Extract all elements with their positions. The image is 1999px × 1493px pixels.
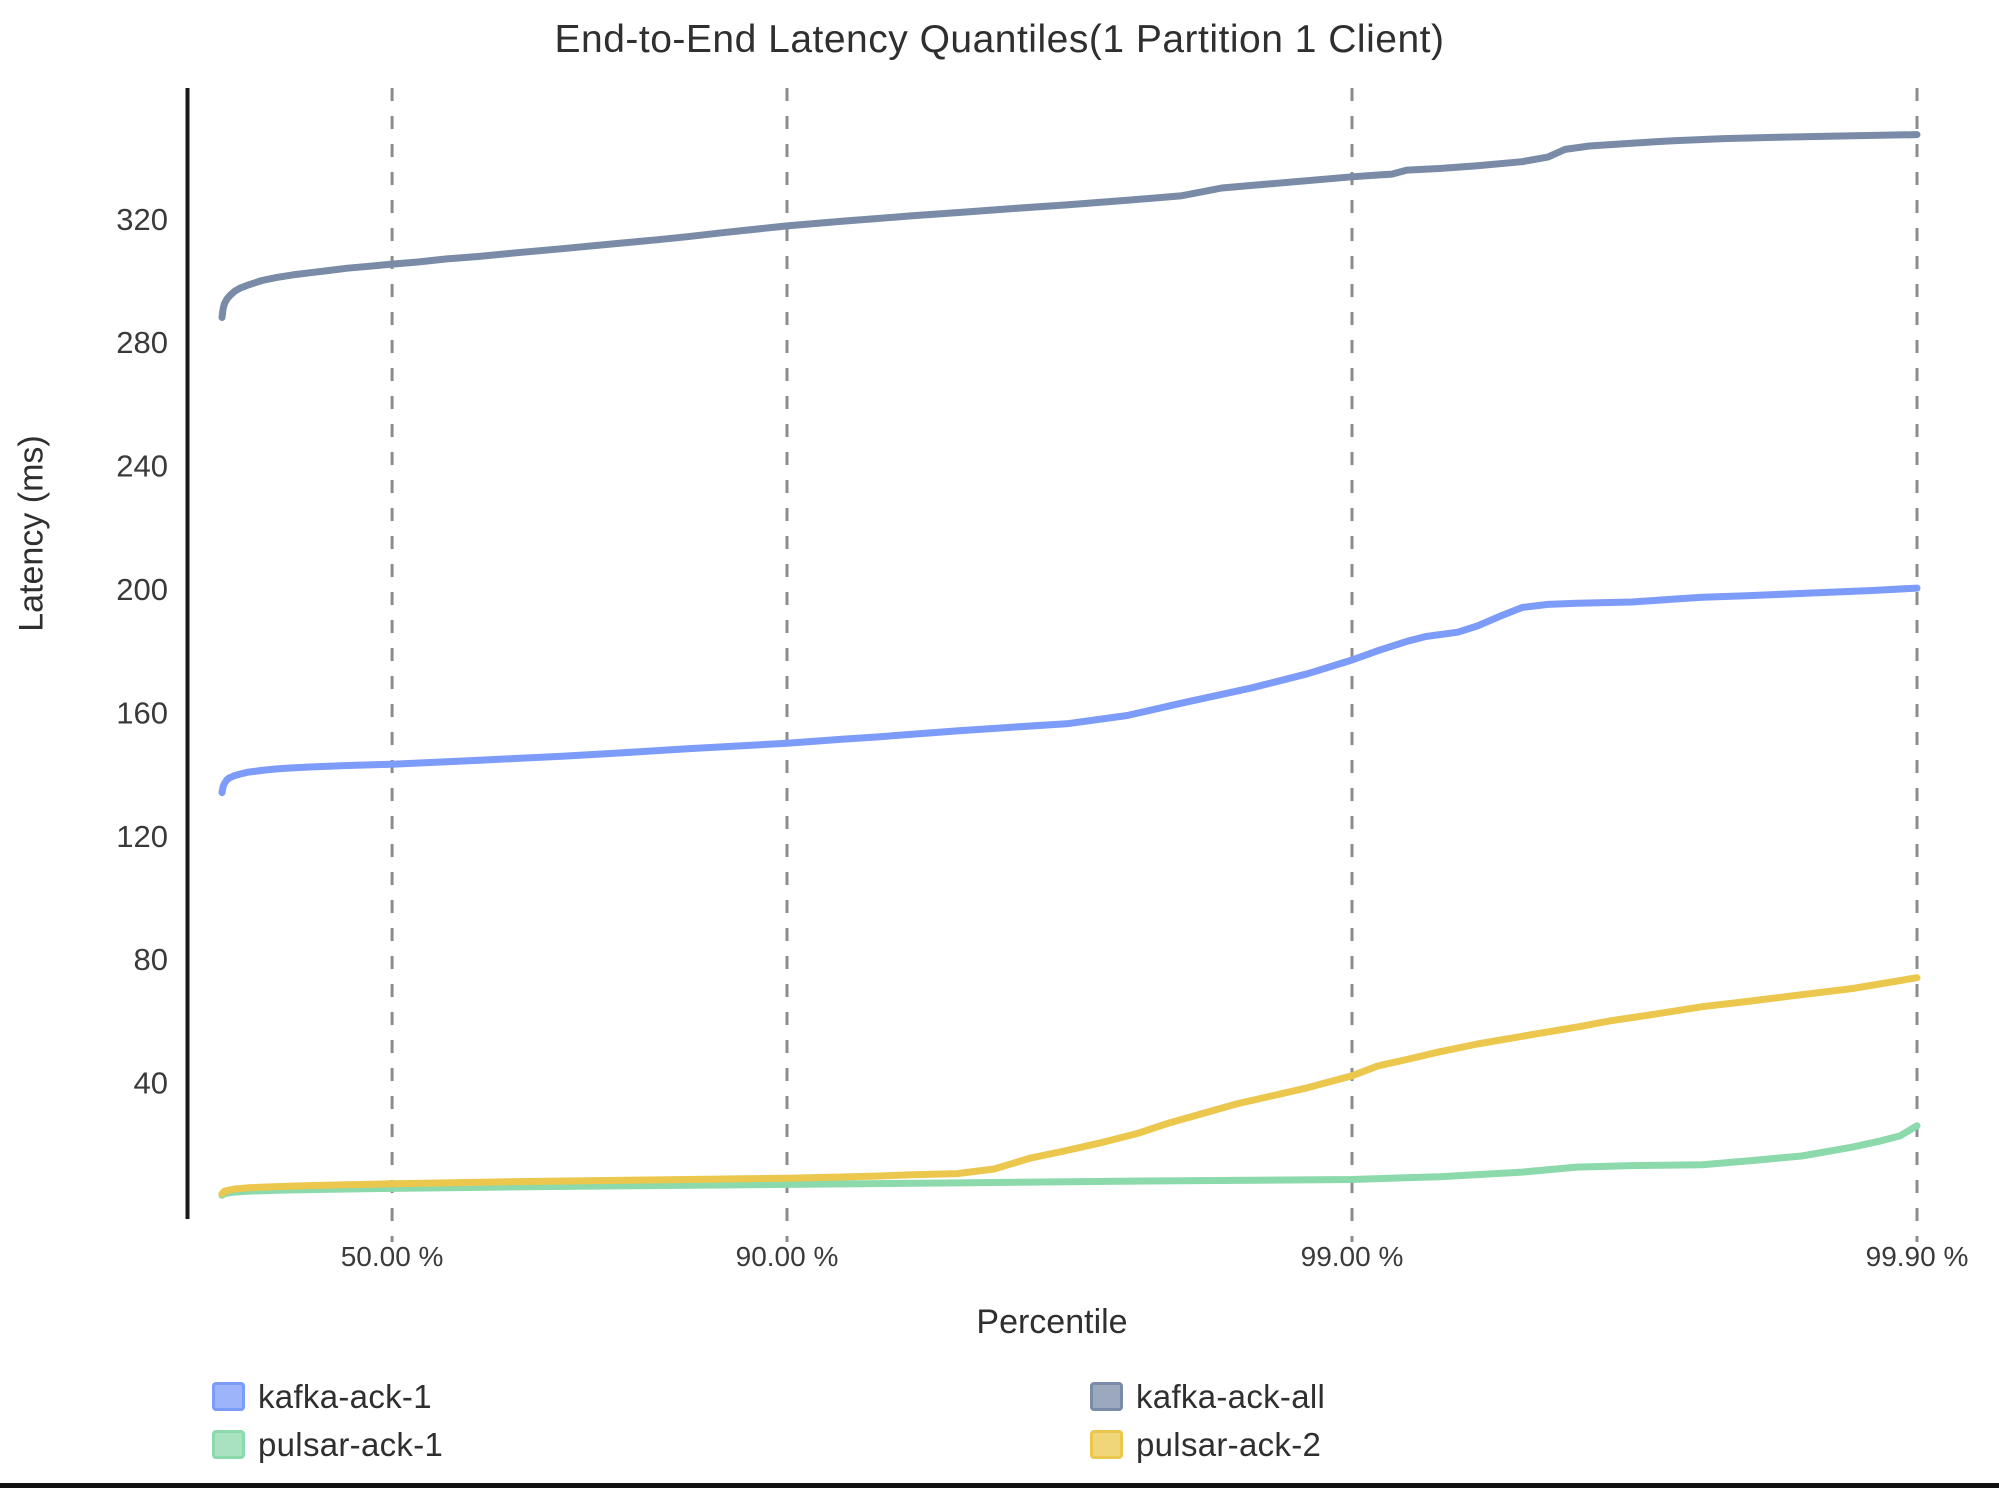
legend-column-left: kafka-ack-1 pulsar-ack-1 xyxy=(212,1378,443,1463)
legend-column-right: kafka-ack-all pulsar-ack-2 xyxy=(1090,1378,1325,1463)
legend-label: pulsar-ack-1 xyxy=(258,1425,444,1463)
series-line-pulsar-ack-2 xyxy=(218,974,1921,1198)
series-line-pulsar-ack-1 xyxy=(218,1122,1921,1199)
series-line-kafka-ack-1 xyxy=(218,584,1921,797)
x-tick-label: 90.00 % xyxy=(736,1241,839,1272)
legend-swatch-kafka-ack-all xyxy=(1090,1382,1123,1411)
y-tick-label: 120 xyxy=(116,819,168,854)
chart-title: End-to-End Latency Quantiles(1 Partition… xyxy=(554,18,1445,61)
y-tick-label: 240 xyxy=(116,449,168,484)
legend-item-kafka-ack-1: kafka-ack-1 xyxy=(212,1378,443,1415)
x-tick-label: 99.90 % xyxy=(1866,1241,1969,1272)
legend-label: kafka-ack-all xyxy=(1136,1377,1326,1415)
legend-item-pulsar-ack-2: pulsar-ack-2 xyxy=(1090,1426,1325,1463)
legend-label: kafka-ack-1 xyxy=(258,1377,432,1415)
legend-swatch-pulsar-ack-1 xyxy=(212,1430,245,1459)
y-tick-label: 160 xyxy=(116,695,168,730)
legend-item-kafka-ack-all: kafka-ack-all xyxy=(1090,1378,1325,1415)
y-tick-label: 80 xyxy=(134,942,168,977)
x-tick-label: 50.00 % xyxy=(341,1241,444,1272)
x-tick-label: 99.00 % xyxy=(1301,1241,1404,1272)
legend-item-pulsar-ack-1: pulsar-ack-1 xyxy=(212,1426,443,1463)
legend: kafka-ack-1 pulsar-ack-1 kafka-ack-all pul… xyxy=(0,1378,1999,1478)
y-tick-label: 280 xyxy=(116,325,168,360)
x-axis-label: Percentile xyxy=(976,1303,1128,1341)
page-bottom-divider xyxy=(0,1483,1999,1488)
series-line-kafka-ack-all xyxy=(218,131,1921,321)
y-tick-label: 40 xyxy=(134,1066,168,1101)
legend-swatch-kafka-ack-1 xyxy=(212,1382,245,1411)
legend-swatch-pulsar-ack-2 xyxy=(1090,1430,1123,1459)
legend-label: pulsar-ack-2 xyxy=(1136,1425,1322,1463)
y-tick-label: 320 xyxy=(116,202,168,237)
y-tick-label: 200 xyxy=(116,572,168,607)
